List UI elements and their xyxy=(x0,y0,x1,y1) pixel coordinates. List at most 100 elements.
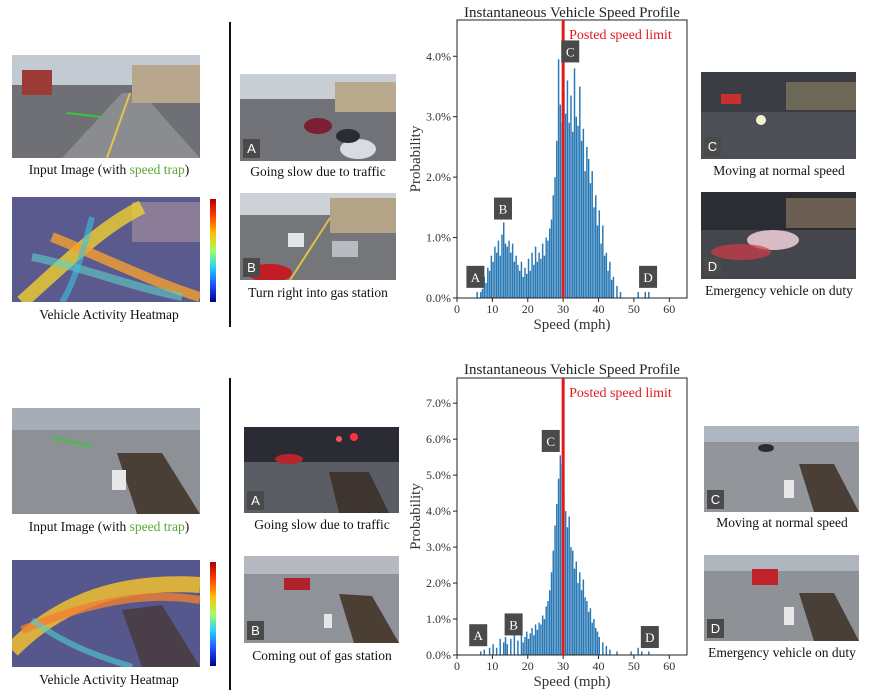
x-tick-label: 10 xyxy=(486,659,498,673)
y-tick-label: 4.0% xyxy=(426,504,451,518)
histogram-bar xyxy=(598,210,601,298)
histogram-bar xyxy=(586,601,588,655)
badge-c: C xyxy=(704,137,721,156)
y-tick-label: 1.0% xyxy=(426,231,451,245)
histogram-bar xyxy=(579,86,581,298)
histogram-bar xyxy=(566,80,569,298)
y-tick-label: 6.0% xyxy=(426,432,451,446)
input-image-2 xyxy=(12,408,200,514)
histogram-bar xyxy=(480,291,482,298)
gas-station-photo xyxy=(240,193,396,280)
histogram-bar xyxy=(511,243,514,298)
y-tick-label: 3.0% xyxy=(426,540,451,554)
histogram-bar xyxy=(531,252,533,298)
example-a-caption-2: Going slow due to traffic xyxy=(254,517,390,532)
histogram-bar xyxy=(630,651,632,655)
histogram-bar xyxy=(586,146,588,298)
histogram-bar xyxy=(547,601,549,655)
histogram-bar xyxy=(596,225,599,298)
histogram-bar xyxy=(550,219,553,298)
histogram-bar xyxy=(534,246,537,298)
x-tick-label: 40 xyxy=(593,659,605,673)
x-axis-label: Speed (mph) xyxy=(533,317,610,333)
plot-frame xyxy=(456,19,688,299)
y-tick-label: 0.0% xyxy=(426,648,451,662)
marker-badge-label: C xyxy=(546,434,555,449)
histogram-bar xyxy=(648,651,650,655)
example-b-caption-2: Coming out of gas station xyxy=(252,648,392,663)
histogram-bar xyxy=(492,644,494,655)
histogram-bar xyxy=(603,255,606,298)
histogram-bar xyxy=(554,525,556,655)
badge-c: C xyxy=(707,490,724,509)
marker-badge-bg xyxy=(640,626,659,649)
heatmap-caption-1: Vehicle Activity Heatmap xyxy=(39,307,179,322)
marker-badge-bg xyxy=(494,197,512,220)
histogram-bar xyxy=(524,267,526,298)
heatmap-image-2 xyxy=(12,560,200,667)
x-tick-label: 20 xyxy=(522,659,534,673)
histogram-bar xyxy=(598,637,601,655)
median-road-photo xyxy=(12,408,200,514)
histogram-bar xyxy=(481,288,484,298)
marker-badge-label: C xyxy=(566,44,575,59)
histogram-bar xyxy=(518,270,521,298)
x-tick-label: 30 xyxy=(557,302,569,316)
histogram-bar xyxy=(488,647,491,655)
histogram-bar xyxy=(589,608,592,655)
histogram-bar xyxy=(607,270,609,298)
histogram-bar xyxy=(591,171,593,298)
histogram-bar xyxy=(573,568,576,655)
histogram-bar xyxy=(501,234,503,298)
divider-1 xyxy=(229,22,231,327)
night-traffic-photo xyxy=(244,427,399,513)
histogram-bar xyxy=(648,291,650,298)
histogram-bar xyxy=(554,177,556,298)
x-tick-label: 60 xyxy=(663,659,675,673)
histogram-bar xyxy=(547,240,549,298)
histogram-bar xyxy=(568,122,570,298)
marker-badge-bg xyxy=(541,429,560,452)
histogram-bar xyxy=(488,270,491,298)
example-c-image-1: C xyxy=(701,72,856,159)
histogram-bar xyxy=(503,222,505,298)
histogram-bar xyxy=(534,624,537,655)
example-c-caption-1: Moving at normal speed xyxy=(713,163,845,178)
histogram-bar xyxy=(480,651,482,655)
histogram-bar xyxy=(487,267,489,298)
traffic-photo xyxy=(240,74,396,161)
plot-frame xyxy=(456,377,688,656)
histogram-bar xyxy=(552,195,555,298)
histogram-bar xyxy=(538,252,540,298)
histogram-bar xyxy=(499,638,501,655)
histogram-bar xyxy=(559,455,562,655)
histogram-bar xyxy=(549,228,551,298)
marker-badge-bg xyxy=(504,613,523,636)
histogram-bar xyxy=(589,183,592,298)
histogram-bar xyxy=(536,261,539,298)
speed-chart-1: Instantaneous Vehicle Speed Profile 0 10 20… xyxy=(408,5,688,333)
heatmap-image-1 xyxy=(12,197,200,302)
histogram-bar xyxy=(587,159,590,298)
example-c-caption-2: Moving at normal speed xyxy=(716,515,848,530)
heatmap-photo xyxy=(12,560,200,667)
y-tick-label: 2.0% xyxy=(426,576,451,590)
histogram-bar xyxy=(564,113,567,298)
heatmap-photo xyxy=(12,197,200,302)
example-d-caption-1: Emergency vehicle on duty xyxy=(705,283,853,298)
histogram-bar xyxy=(550,572,553,655)
histogram-bar xyxy=(522,276,524,298)
histogram-bar xyxy=(596,631,599,655)
histogram-bar xyxy=(524,637,526,655)
histogram-bar xyxy=(506,246,509,298)
histogram-bar xyxy=(619,291,622,298)
histogram-bar xyxy=(513,635,516,655)
histogram-bar xyxy=(559,104,562,298)
histogram-bar xyxy=(557,478,560,655)
chart-title: Instantaneous Vehicle Speed Profile xyxy=(464,5,680,21)
histogram-bar xyxy=(510,638,512,655)
histogram-bar xyxy=(490,255,493,298)
histogram-bar xyxy=(520,261,523,298)
badge-a: A xyxy=(243,139,260,158)
histogram-bar xyxy=(495,647,498,655)
